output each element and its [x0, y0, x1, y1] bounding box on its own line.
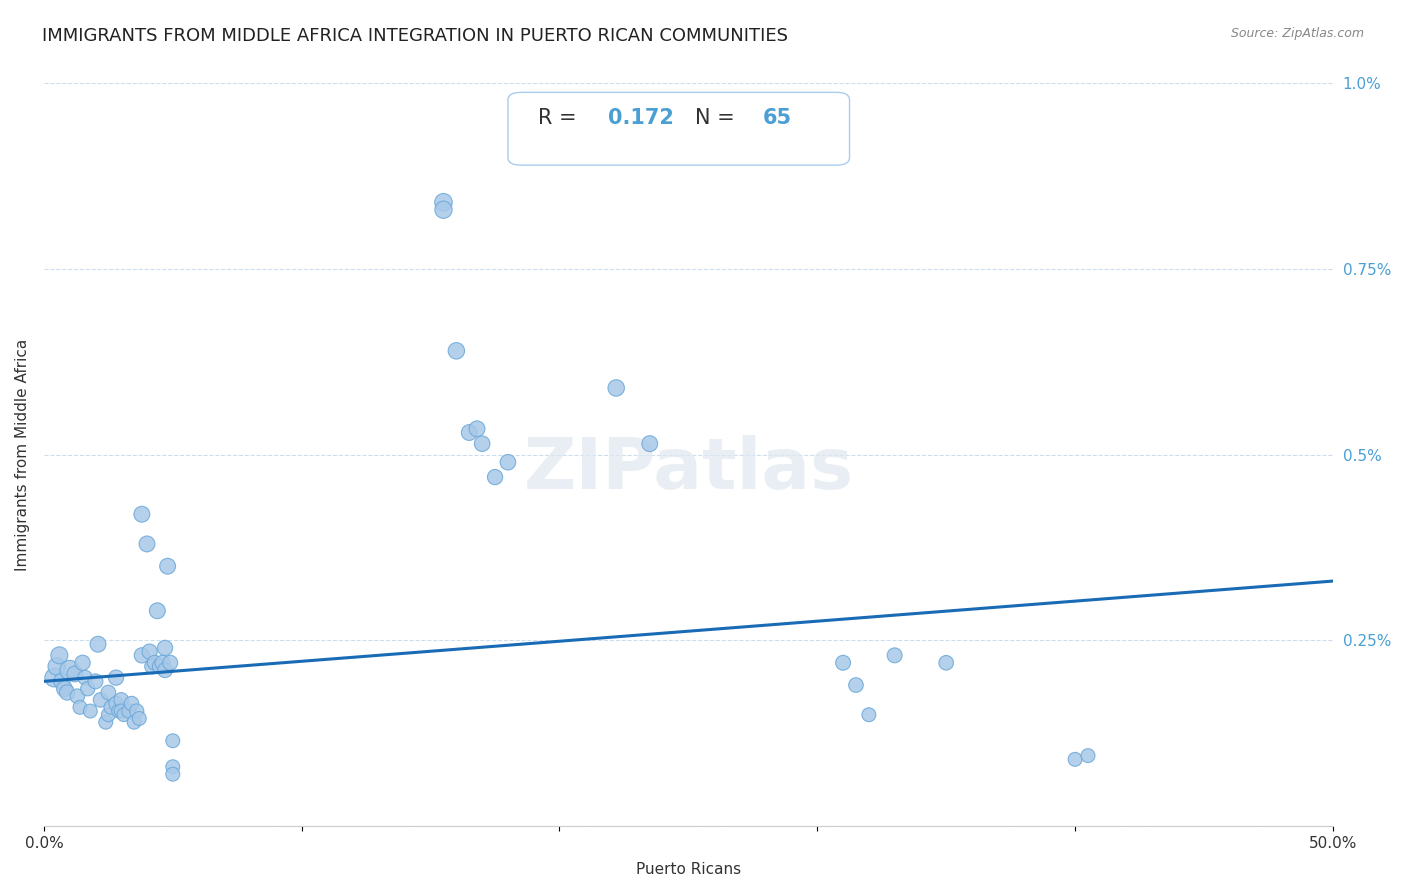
Point — [605, 381, 627, 395]
Point — [141, 659, 163, 673]
Text: N =: N = — [695, 108, 741, 128]
Point — [845, 678, 868, 692]
Point — [136, 537, 159, 551]
Point — [110, 693, 132, 707]
Text: R =: R = — [537, 108, 583, 128]
Point — [458, 425, 481, 440]
Text: Source: ZipAtlas.com: Source: ZipAtlas.com — [1230, 27, 1364, 40]
Point — [94, 715, 117, 730]
Point — [110, 704, 132, 718]
Point — [75, 671, 97, 685]
Point — [153, 640, 176, 655]
Text: 0.172: 0.172 — [609, 108, 675, 128]
Point — [44, 671, 66, 685]
Point — [1064, 752, 1087, 766]
Text: IMMIGRANTS FROM MIDDLE AFRICA INTEGRATION IN PUERTO RICAN COMMUNITIES: IMMIGRANTS FROM MIDDLE AFRICA INTEGRATIO… — [42, 27, 789, 45]
Point — [143, 656, 166, 670]
Point — [59, 663, 82, 677]
Point — [484, 470, 506, 484]
Point — [156, 559, 179, 574]
Point — [112, 707, 135, 722]
Point — [105, 671, 128, 685]
Point — [153, 663, 176, 677]
Point — [1077, 748, 1099, 763]
Point — [122, 715, 145, 730]
Point — [97, 685, 120, 699]
Point — [131, 648, 153, 663]
Point — [162, 733, 184, 747]
Point — [105, 697, 128, 711]
Point — [118, 704, 141, 718]
Point — [107, 704, 129, 718]
Point — [72, 656, 94, 670]
Point — [53, 681, 76, 696]
Point — [48, 648, 70, 663]
Point — [638, 436, 661, 450]
Point — [471, 436, 494, 450]
Point — [446, 343, 468, 358]
Point — [90, 693, 112, 707]
Point — [131, 507, 153, 521]
Y-axis label: Immigrants from Middle Africa: Immigrants from Middle Africa — [15, 339, 30, 571]
Point — [138, 645, 160, 659]
Point — [66, 689, 89, 703]
Point — [858, 707, 880, 722]
Point — [432, 202, 454, 217]
Text: ZIPatlas: ZIPatlas — [523, 435, 853, 504]
Point — [432, 195, 454, 210]
Point — [883, 648, 905, 663]
Text: 65: 65 — [763, 108, 793, 128]
Point — [465, 422, 488, 436]
Point — [76, 681, 98, 696]
Point — [97, 707, 120, 722]
Point — [128, 711, 150, 725]
Point — [162, 760, 184, 774]
Point — [79, 704, 101, 718]
Point — [149, 659, 172, 673]
Point — [51, 674, 73, 689]
Point — [100, 700, 122, 714]
Point — [84, 674, 107, 689]
Point — [832, 656, 855, 670]
X-axis label: Puerto Ricans: Puerto Ricans — [636, 862, 741, 877]
Point — [45, 659, 67, 673]
Point — [152, 656, 174, 670]
Point — [56, 685, 79, 699]
Point — [159, 656, 181, 670]
Point — [496, 455, 519, 469]
Point — [146, 604, 169, 618]
Point — [63, 667, 86, 681]
Point — [69, 700, 91, 714]
FancyBboxPatch shape — [508, 93, 849, 165]
Point — [121, 697, 143, 711]
Point — [162, 767, 184, 781]
Point — [87, 637, 110, 651]
Point — [125, 704, 148, 718]
Point — [935, 656, 957, 670]
